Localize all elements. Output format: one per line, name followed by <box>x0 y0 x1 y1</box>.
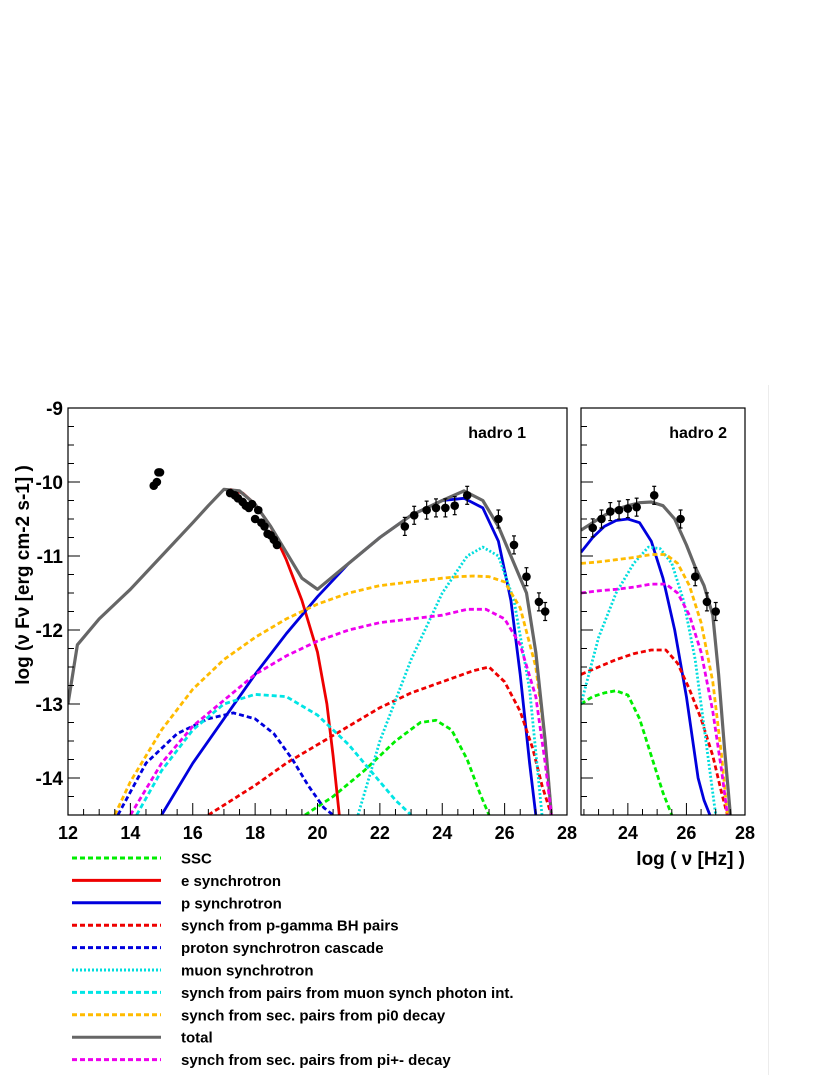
data-point-p2 <box>690 572 700 582</box>
data-point-p2 <box>623 504 633 513</box>
data-point-p1 <box>247 499 257 509</box>
y-tick-label-p1: -12 <box>36 621 63 642</box>
panel-title-hadro-1: hadro 1 <box>468 425 526 442</box>
series-ssc-p2 <box>581 689 674 815</box>
series-synch-from-p-gamma-bh-pairs-p2 <box>581 648 729 815</box>
data-point-p1 <box>272 540 282 550</box>
plot-area-p2 <box>581 485 732 815</box>
data-point-p2 <box>632 502 641 512</box>
data-point-p1 <box>422 505 431 515</box>
x-tick-label-p2: 26 <box>676 823 696 843</box>
series-muon-synchrotron-p2 <box>581 545 718 815</box>
x-tick-label-p1: 14 <box>120 823 140 843</box>
y-tick-label-p1: -10 <box>36 473 63 494</box>
data-point-p1 <box>462 491 472 500</box>
x-tick-label-p2: 24 <box>618 823 638 843</box>
y-tick-label-p1: -11 <box>37 547 64 568</box>
y-tick-label-p1: -9 <box>46 399 63 420</box>
legend-label: synch from sec. pairs from pi+- decay <box>181 1052 451 1069</box>
data-point-p1 <box>450 501 460 510</box>
data-point-p1 <box>509 540 519 550</box>
legend-label: SSC <box>181 851 212 868</box>
data-point-p2 <box>649 491 659 500</box>
legend-label: synch from p-gamma BH pairs <box>181 918 399 935</box>
y-tick-label-p1: -13 <box>36 695 63 716</box>
legend-label: synch from sec. pairs from pi0 decay <box>181 1007 446 1024</box>
series-synch-from-sec-pairs-from-pi-decay-p2 <box>581 582 729 815</box>
legend-label: proton synchrotron cascade <box>181 940 384 957</box>
data-point-p1 <box>522 572 531 582</box>
data-point-p2 <box>588 523 598 533</box>
series-synch-from-sec-pairs-from-pi0-decay-p2 <box>581 553 729 815</box>
x-tick-label-p1: 12 <box>58 823 78 843</box>
data-point-p1 <box>441 503 450 513</box>
data-point-p1 <box>534 597 544 607</box>
x-tick-label-p1: 18 <box>245 823 265 843</box>
data-point-p2 <box>676 514 685 524</box>
data-point-p1 <box>400 522 410 531</box>
series-synch-from-pairs-from-muon-synch-photon-int-p1 <box>135 693 413 815</box>
x-tick-label-p1: 22 <box>370 823 390 843</box>
legend-label: muon synchrotron <box>181 963 314 980</box>
data-point-p2 <box>614 505 624 515</box>
data-point-p2 <box>702 597 712 607</box>
y-axis-title: log (ν Fν [erg cm-2 s-1] ) <box>13 465 34 685</box>
data-point-p1 <box>494 514 503 524</box>
legend-label: total <box>181 1030 213 1047</box>
x-tick-label-p1: 24 <box>432 823 452 843</box>
series-e-synchrotron-p1 <box>229 488 341 815</box>
data-point-p2 <box>711 607 721 616</box>
series-p-synchrotron-p1 <box>160 496 538 815</box>
panel-title-hadro-2: hadro 2 <box>669 425 727 442</box>
legend-label: p synchrotron <box>181 895 282 912</box>
data-point-p1 <box>260 522 269 531</box>
series-synch-from-sec-pairs-from-pi-decay-p1 <box>129 607 553 815</box>
series-ssc-p1 <box>304 718 491 815</box>
data-point-p2 <box>597 514 606 524</box>
data-point-p1 <box>152 477 162 487</box>
x-axis-title: log ( ν [Hz] ) <box>636 849 745 870</box>
series-synch-from-sec-pairs-from-pi0-decay-p1 <box>113 574 553 815</box>
page-edge-line <box>768 385 769 1075</box>
series-proton-synchrotron-cascade-p1 <box>116 711 334 815</box>
x-tick-label-p1: 20 <box>307 823 327 843</box>
series-p-synchrotron-p2 <box>581 517 712 815</box>
panel-hadro-1: hadro 1 12 14 16 18 20 22 24 26 28 -9 -10 -11 -12 -13… <box>36 399 577 843</box>
data-point-p2 <box>605 507 615 516</box>
x-tick-label-p1: 28 <box>557 823 577 843</box>
axes-frame-p1 <box>67 407 568 816</box>
y-tick-label-p1: -14 <box>36 769 64 790</box>
data-point-p1 <box>155 468 165 477</box>
panel-hadro-2: hadro 2 24 26 28 <box>580 407 755 843</box>
x-tick-label-p1: 16 <box>183 823 203 843</box>
data-point-p1 <box>409 511 419 520</box>
series-total-p1 <box>68 487 553 815</box>
series-muon-synchrotron-p1 <box>356 545 544 815</box>
series-synch-from-p-gamma-bh-pairs-p1 <box>207 665 553 815</box>
data-point-p1 <box>431 503 441 513</box>
data-point-p1 <box>540 607 550 616</box>
x-tick-label-p1: 26 <box>495 823 515 843</box>
plot-area-p1 <box>68 468 553 815</box>
legend-label: e synchrotron <box>181 873 281 890</box>
legend-label: synch from pairs from muon synch photon … <box>181 985 514 1002</box>
x-tick-label-p2: 28 <box>735 823 755 843</box>
data-point-p1 <box>250 514 260 524</box>
data-point-p1 <box>253 505 263 515</box>
legend: SSC e synchrotron p synchrotron synch from … <box>72 851 514 1069</box>
